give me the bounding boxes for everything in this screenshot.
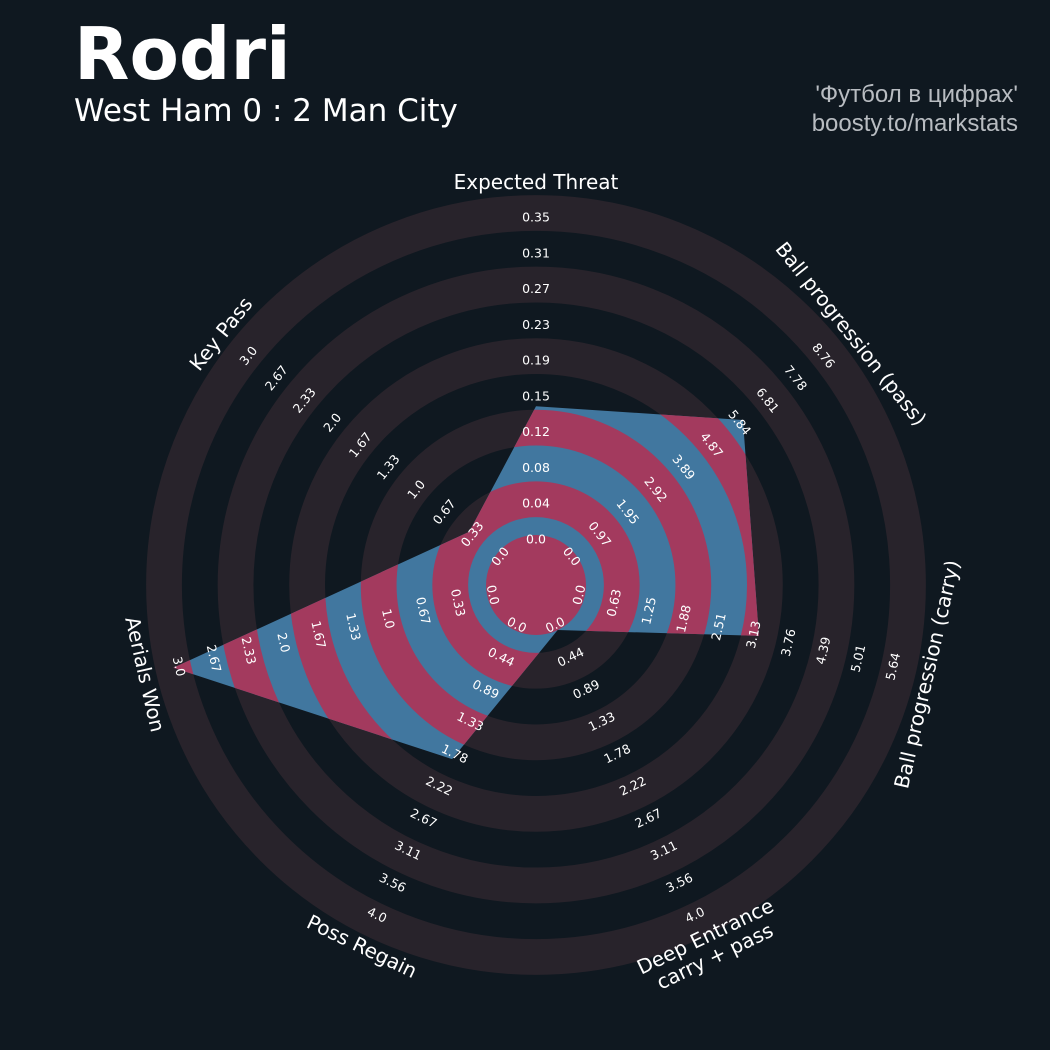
radar-tick-label: 3.76 [778, 627, 799, 658]
radar-param-label-line: Expected Threat [454, 170, 619, 194]
radar-tick-label: 2.0 [320, 410, 344, 435]
radar-tick-label: 0.33 [448, 588, 469, 618]
radar-tick-label: 4.39 [813, 635, 834, 666]
credit: 'Футбол в цифрах' boosty.to/markstats [812, 80, 1018, 138]
radar-tick-label: 0.67 [413, 595, 434, 625]
radar-tick-label: 0.23 [522, 317, 550, 332]
radar-tick-label: 5.64 [882, 651, 903, 682]
radar-tick-label: 3.13 [743, 619, 764, 649]
radar-tick-label: 2.0 [274, 631, 293, 654]
radar-tick-label: 0.04 [522, 496, 550, 511]
radar-tick-label: 2.67 [204, 643, 225, 673]
radar-tick-label: 1.33 [343, 611, 364, 641]
radar-tick-label: 0.63 [603, 588, 624, 618]
radar-tick-label: 0.19 [522, 353, 550, 368]
credit-line-1: 'Футбол в цифрах' [815, 81, 1018, 108]
player-name: Rodri [74, 12, 291, 96]
radar-tick-label: 0.15 [522, 388, 550, 403]
radar-area-core [486, 535, 586, 635]
radar-tick-label: 0.0 [484, 583, 503, 606]
radar-tick-label: 1.0 [379, 607, 398, 630]
radar-tick-label: 2.51 [708, 611, 729, 641]
radar-tick-label: 1.88 [673, 603, 694, 634]
radar-tick-label: 2.33 [239, 635, 260, 665]
radar-tick-label: 5.01 [848, 643, 869, 673]
radar-tick-label: 0.0 [526, 532, 546, 547]
radar-tick-label: 0.35 [522, 210, 550, 225]
radar-tick-label: 0.12 [522, 424, 550, 439]
radar-tick-label: 0.08 [522, 460, 550, 475]
radar-tick-label: 0.27 [522, 281, 550, 296]
radar-ring-band [289, 338, 783, 832]
radar-tick-label: 1.25 [638, 595, 659, 625]
radar-tick-label: 0.31 [522, 245, 550, 260]
radar-tick-label: 1.67 [308, 619, 329, 649]
radar-tick-label: 3.0 [170, 655, 189, 678]
radar-ring-band [146, 195, 926, 975]
radar-ring-band [217, 266, 855, 904]
credit-line-2: boosty.to/markstats [811, 110, 1018, 137]
radar-param-label: Expected Threat [454, 170, 619, 194]
match-score: West Ham 0 : 2 Man City [74, 93, 458, 129]
radar-tick-label: 0.0 [569, 583, 588, 606]
